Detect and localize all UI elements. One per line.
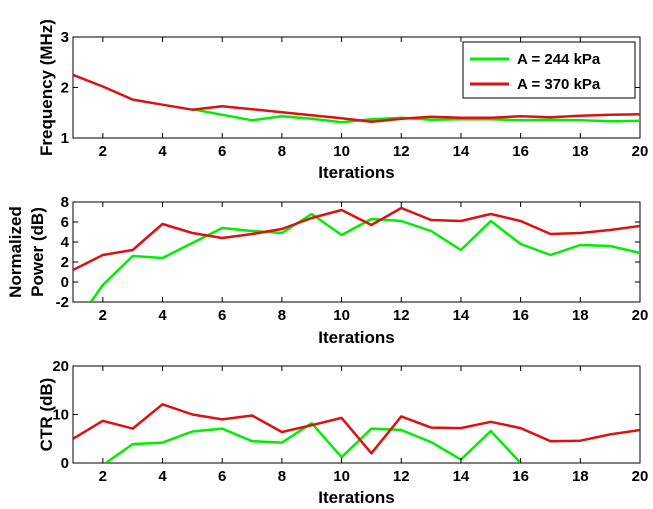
frequency-series-370-line xyxy=(73,73,640,124)
ctr-x-axis-label: Iterations xyxy=(318,488,395,507)
power-y-axis-label-line-2: Power (dB) xyxy=(28,207,47,297)
ctr-series-370-line xyxy=(73,403,640,455)
frequency-x-tick-label: 14 xyxy=(453,143,470,160)
legend: A = 244 kPa A = 370 kPa xyxy=(462,41,636,99)
ctr-x-tick-label: 18 xyxy=(572,468,589,485)
power-series-244-line xyxy=(89,212,640,302)
frequency-x-tick-label: 10 xyxy=(333,143,350,160)
power-x-tick-label: 4 xyxy=(158,307,167,324)
power-x-tick-label: 8 xyxy=(278,307,286,324)
power-y-tick-label: -2 xyxy=(56,294,69,311)
ctr-y-tick-label: 0 xyxy=(61,455,69,472)
power-x-tick-label: 10 xyxy=(333,307,350,324)
power-y-tick-label: 6 xyxy=(61,214,69,231)
frequency-x-tick-label: 20 xyxy=(632,143,649,160)
power-series-370-line xyxy=(73,206,640,272)
ctr-y-tick-label: 10 xyxy=(52,407,69,424)
ctr-plot-area xyxy=(72,365,641,464)
power-y-tick-label: 0 xyxy=(61,274,69,291)
frequency-x-tick-label: 18 xyxy=(572,143,589,160)
frequency-y-tick-label: 2 xyxy=(61,80,69,97)
ctr-x-tick-label: 16 xyxy=(512,468,529,485)
power-x-tick-label: 18 xyxy=(572,307,589,324)
frequency-y-tick-label: 1 xyxy=(61,130,69,147)
power-y-axis-label-line-1: Normalized xyxy=(6,206,25,298)
frequency-y-axis-label: Frequency (MHz) xyxy=(37,19,56,156)
legend-box xyxy=(462,41,636,99)
frequency-x-tick-label: 8 xyxy=(278,143,286,160)
legend-label-244: A = 244 kPa xyxy=(517,51,601,68)
legend-label-370: A = 370 kPa xyxy=(517,76,601,93)
power-panel: 2 4 6 8 10 12 14 16 18 20 -2 0 2 4 6 8 Iterations Norma… xyxy=(6,194,648,347)
power-x-tick-label: 16 xyxy=(512,307,529,324)
ctr-x-tick-label: 6 xyxy=(218,468,226,485)
power-y-tick-label: 2 xyxy=(61,254,69,271)
ctr-x-tick-label: 4 xyxy=(158,468,167,485)
frequency-y-tick-label: 3 xyxy=(61,29,69,46)
ctr-panel: 2 4 6 8 10 12 14 16 18 20 0 10 20 Iterations CTR (dB… xyxy=(37,358,648,507)
frequency-x-tick-label: 4 xyxy=(158,143,167,160)
ctr-x-tick-label: 2 xyxy=(99,468,107,485)
ctr-x-tick-label: 20 xyxy=(632,468,649,485)
frequency-x-tick-label: 12 xyxy=(393,143,410,160)
power-x-tick-label: 6 xyxy=(218,307,226,324)
frequency-x-tick-label: 16 xyxy=(512,143,529,160)
ctr-x-tick-label: 8 xyxy=(278,468,286,485)
power-x-tick-label: 2 xyxy=(99,307,107,324)
ctr-y-tick-label: 20 xyxy=(52,358,69,375)
power-x-axis-label: Iterations xyxy=(318,328,395,347)
power-x-tick-label: 12 xyxy=(393,307,410,324)
power-x-tick-label: 20 xyxy=(632,307,649,324)
power-x-tick-label: 14 xyxy=(453,307,470,324)
ctr-x-tick-label: 12 xyxy=(393,468,410,485)
frequency-x-axis-label: Iterations xyxy=(318,163,395,182)
frequency-x-tick-label: 2 xyxy=(99,143,107,160)
ctr-series-244-line xyxy=(105,421,522,463)
ctr-y-axis-label: CTR (dB) xyxy=(37,378,56,452)
frequency-x-tick-label: 6 xyxy=(218,143,226,160)
power-y-tick-label: 4 xyxy=(61,234,70,251)
ctr-x-tick-label: 10 xyxy=(333,468,350,485)
power-y-tick-label: 8 xyxy=(61,194,69,211)
ctr-x-tick-label: 14 xyxy=(453,468,470,485)
